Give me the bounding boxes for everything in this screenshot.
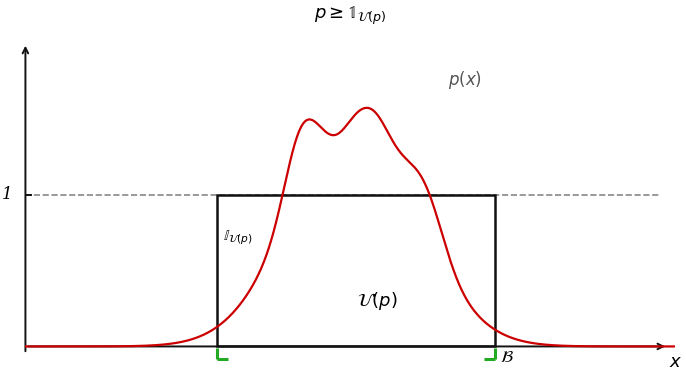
Bar bbox=[217, 195, 495, 346]
Text: $\mathcal{U}(p)$: $\mathcal{U}(p)$ bbox=[357, 290, 398, 312]
Text: $p(x)$: $p(x)$ bbox=[448, 70, 482, 91]
Text: 1: 1 bbox=[2, 186, 12, 203]
Text: $\mathbb{I}_{\mathcal{U}(p)}$: $\mathbb{I}_{\mathcal{U}(p)}$ bbox=[222, 228, 252, 247]
Text: $\mathcal{B}$: $\mathcal{B}$ bbox=[501, 349, 514, 366]
Title: $p \geq \mathbb{1}_{\mathcal{U}(p)}$: $p \geq \mathbb{1}_{\mathcal{U}(p)}$ bbox=[314, 4, 387, 27]
Text: $x$: $x$ bbox=[669, 353, 682, 371]
